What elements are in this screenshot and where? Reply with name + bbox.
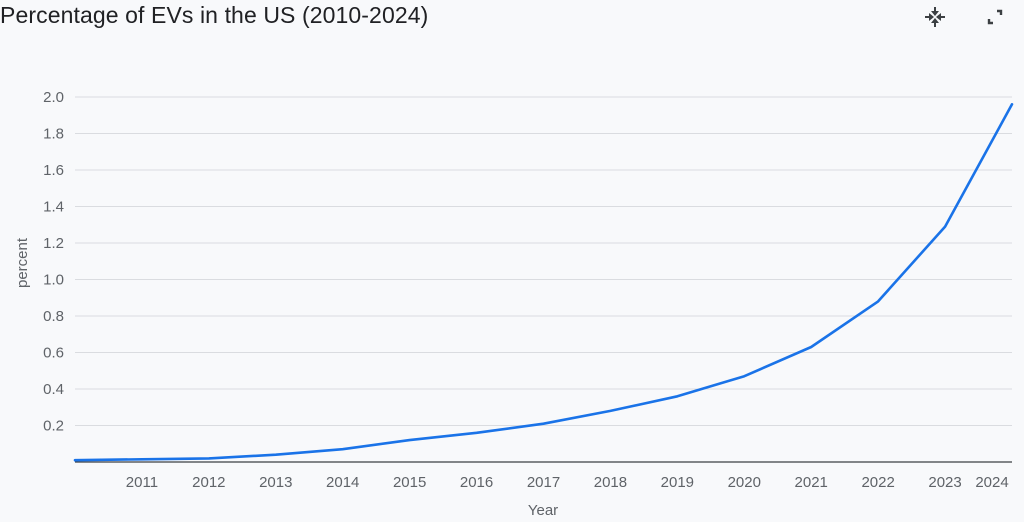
x-tick-label: 2023: [928, 474, 961, 491]
y-tick-label: 1.0: [43, 272, 64, 289]
y-tick-label: 0.2: [43, 418, 64, 435]
collapse-arrows-icon: [925, 7, 945, 27]
y-tick-label: 0.4: [43, 381, 64, 398]
y-axis-title: percent: [14, 237, 31, 288]
x-axis-title: Year: [528, 502, 558, 519]
y-tick-label: 1.2: [43, 235, 64, 252]
y-tick-label: 0.6: [43, 345, 64, 362]
y-tick-label: 1.8: [43, 126, 64, 143]
y-tick-label: 0.8: [43, 308, 64, 325]
x-tick-label: 2022: [861, 474, 894, 491]
series-line: [73, 103, 1014, 462]
x-tick-label: 2019: [661, 474, 694, 491]
x-tick-label: 2018: [594, 474, 627, 491]
x-tick-label: 2011: [126, 474, 158, 491]
x-tick-label: 2012: [192, 474, 225, 491]
x-tick-label: 2020: [728, 474, 761, 491]
x-tick-label: 2017: [527, 474, 560, 491]
x-tick-label: 2013: [259, 474, 292, 491]
collapse-button[interactable]: [920, 2, 950, 32]
x-tick-label: 2015: [393, 474, 426, 491]
x-tick-label: 2021: [795, 474, 828, 491]
fullscreen-icon: [987, 9, 1003, 25]
fullscreen-button[interactable]: [980, 2, 1010, 32]
x-tick-label: 2024: [975, 474, 1008, 491]
y-tick-label: 2.0: [43, 89, 64, 106]
x-tick-label: 2016: [460, 474, 493, 491]
y-tick-label: 1.4: [43, 199, 64, 216]
y-tick-label: 1.6: [43, 162, 64, 179]
x-tick-label: 2014: [326, 474, 359, 491]
chart-title: Percentage of EVs in the US (2010-2024): [0, 2, 429, 28]
